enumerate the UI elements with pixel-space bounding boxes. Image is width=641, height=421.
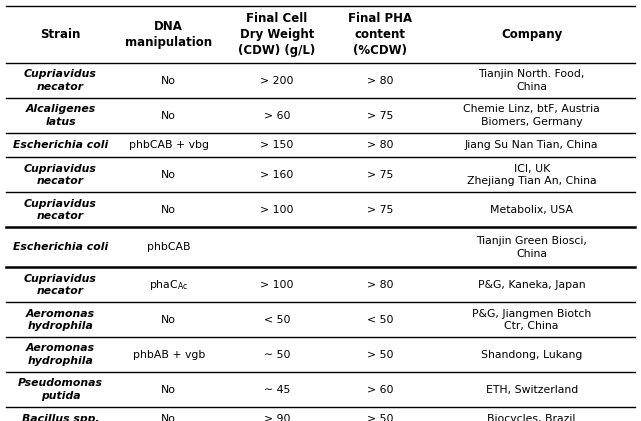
Text: Alcaligenes
latus: Alcaligenes latus [26, 104, 96, 127]
Text: P&G, Jiangmen Biotch
Ctr, China: P&G, Jiangmen Biotch Ctr, China [472, 309, 591, 331]
Text: > 80: > 80 [367, 76, 393, 85]
Text: Jiang Su Nan Tian, China: Jiang Su Nan Tian, China [465, 140, 599, 150]
Text: ETH, Switzerland: ETH, Switzerland [485, 385, 578, 394]
Text: ∼ 45: ∼ 45 [263, 385, 290, 394]
Text: > 80: > 80 [367, 140, 393, 150]
Text: Aeromonas
hydrophila: Aeromonas hydrophila [26, 344, 95, 366]
Text: Cupriavidus
necator: Cupriavidus necator [24, 164, 97, 186]
Text: > 100: > 100 [260, 205, 294, 215]
Text: Bacillus spp.: Bacillus spp. [22, 414, 99, 421]
Text: No: No [161, 205, 176, 215]
Text: Cupriavidus
necator: Cupriavidus necator [24, 69, 97, 92]
Text: > 90: > 90 [263, 414, 290, 421]
Text: ∼ 50: ∼ 50 [263, 350, 290, 360]
Text: < 50: < 50 [367, 315, 393, 325]
Text: Escherichia coli: Escherichia coli [13, 140, 108, 150]
Text: > 60: > 60 [263, 111, 290, 120]
Text: > 80: > 80 [367, 280, 393, 290]
Text: phbCAB + vbg: phbCAB + vbg [129, 140, 209, 150]
Text: Cupriavidus
necator: Cupriavidus necator [24, 274, 97, 296]
Text: > 200: > 200 [260, 76, 294, 85]
Text: Escherichia coli: Escherichia coli [13, 242, 108, 252]
Text: > 75: > 75 [367, 205, 393, 215]
Text: Tianjin Green Biosci,
China: Tianjin Green Biosci, China [476, 236, 587, 258]
Text: > 60: > 60 [367, 385, 393, 394]
Text: Metabolix, USA: Metabolix, USA [490, 205, 573, 215]
Text: Cupriavidus
necator: Cupriavidus necator [24, 199, 97, 221]
Text: > 75: > 75 [367, 170, 393, 180]
Text: phbAB + vgb: phbAB + vgb [133, 350, 205, 360]
Text: Pseudomonas
putida: Pseudomonas putida [18, 378, 103, 401]
Text: phaC$_{\rm Ac}$: phaC$_{\rm Ac}$ [149, 278, 188, 292]
Text: Final Cell
Dry Weight
(CDW) (g/L): Final Cell Dry Weight (CDW) (g/L) [238, 12, 315, 57]
Text: > 75: > 75 [367, 111, 393, 120]
Text: No: No [161, 76, 176, 85]
Text: No: No [161, 385, 176, 394]
Text: Chemie Linz, btF, Austria
Biomers, Germany: Chemie Linz, btF, Austria Biomers, Germa… [463, 104, 600, 127]
Text: > 100: > 100 [260, 280, 294, 290]
Text: No: No [161, 170, 176, 180]
Text: ICI, UK
Zhejiang Tian An, China: ICI, UK Zhejiang Tian An, China [467, 164, 597, 186]
Text: Strain: Strain [40, 28, 81, 41]
Text: Biocycles, Brazil: Biocycles, Brazil [487, 414, 576, 421]
Text: > 150: > 150 [260, 140, 294, 150]
Text: Company: Company [501, 28, 562, 41]
Text: phbCAB: phbCAB [147, 242, 190, 252]
Text: Aeromonas
hydrophila: Aeromonas hydrophila [26, 309, 95, 331]
Text: Final PHA
content
(%CDW): Final PHA content (%CDW) [348, 12, 412, 57]
Text: No: No [161, 315, 176, 325]
Text: Tianjin North. Food,
China: Tianjin North. Food, China [478, 69, 585, 92]
Text: P&G, Kaneka, Japan: P&G, Kaneka, Japan [478, 280, 585, 290]
Text: No: No [161, 414, 176, 421]
Text: < 50: < 50 [263, 315, 290, 325]
Text: DNA
manipulation: DNA manipulation [125, 20, 212, 49]
Text: Shandong, Lukang: Shandong, Lukang [481, 350, 582, 360]
Text: > 50: > 50 [367, 350, 393, 360]
Text: > 50: > 50 [367, 414, 393, 421]
Text: No: No [161, 111, 176, 120]
Text: > 160: > 160 [260, 170, 294, 180]
